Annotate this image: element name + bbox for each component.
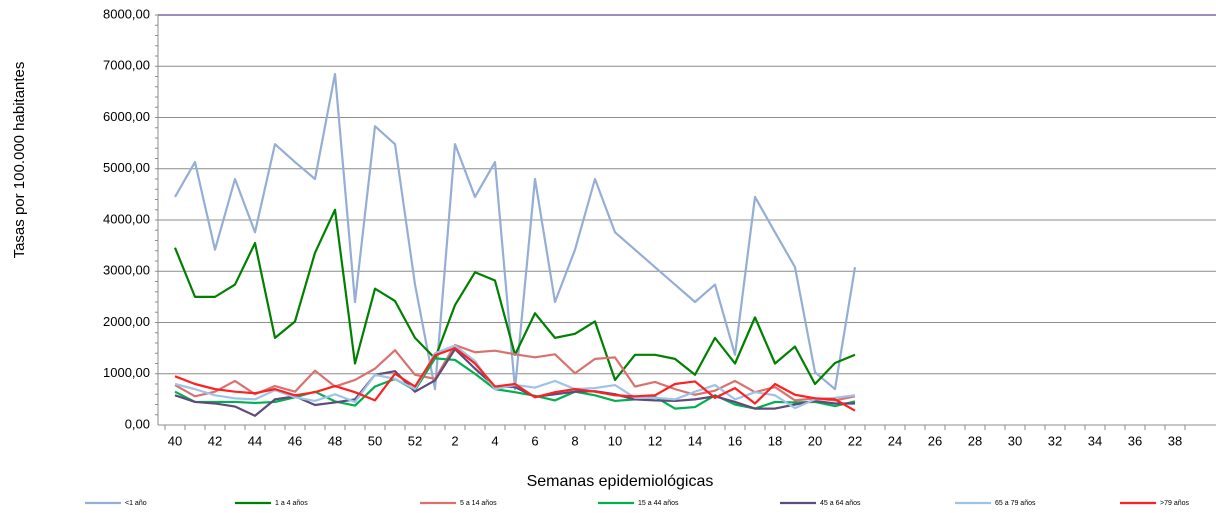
x-tick-label: 12: [648, 433, 662, 448]
x-tick-label: 28: [968, 433, 982, 448]
legend-label: <1 año: [125, 500, 147, 507]
x-tick-label: 22: [848, 433, 862, 448]
x-tick-label: 6: [531, 433, 538, 448]
x-tick-label: 36: [1128, 433, 1142, 448]
series-line: [174, 348, 855, 417]
series-line: [173, 208, 856, 386]
y-tick-label: 7000,00: [103, 58, 150, 73]
legend-label: 5 a 14 años: [460, 500, 497, 507]
x-tick-label: 18: [768, 433, 782, 448]
series-line: [174, 347, 856, 412]
x-tick-label: 20: [808, 433, 822, 448]
series-line: [174, 72, 857, 391]
legend-label: 1 a 4 años: [275, 500, 308, 507]
x-tick-label: 34: [1088, 433, 1102, 448]
x-tick-label: 52: [408, 433, 422, 448]
y-tick-label: 5000,00: [103, 160, 150, 175]
x-tick-label: 32: [1048, 433, 1062, 448]
legend-label: 65 a 79 años: [995, 500, 1036, 507]
y-tick-label: 1000,00: [103, 365, 150, 380]
y-tick-label: 8000,00: [103, 6, 150, 21]
y-tick-label: 2000,00: [103, 314, 150, 329]
x-tick-label: 30: [1008, 433, 1022, 448]
legend-label: 45 a 64 años: [820, 500, 861, 507]
y-tick-label: 3000,00: [103, 263, 150, 278]
x-tick-label: 38: [1168, 433, 1182, 448]
y-tick-label: 4000,00: [103, 211, 150, 226]
x-tick-label: 50: [368, 433, 382, 448]
x-tick-label: 2: [451, 433, 458, 448]
x-tick-label: 8: [571, 433, 578, 448]
x-tick-label: 16: [728, 433, 742, 448]
x-tick-label: 46: [288, 433, 302, 448]
x-tick-label: 44: [248, 433, 262, 448]
legend-label: 15 a 44 años: [638, 500, 679, 507]
legend-label: >79 años: [1160, 500, 1189, 507]
y-tick-label: 6000,00: [103, 109, 150, 124]
y-axis-label: Tasas por 100.000 habitantes: [11, 62, 28, 259]
x-tick-label: 48: [328, 433, 342, 448]
series-line: [174, 343, 856, 402]
x-tick-label: 24: [888, 433, 902, 448]
x-tick-label: 14: [688, 433, 702, 448]
x-tick-label: 10: [608, 433, 622, 448]
y-tick-label: 0,00: [125, 416, 150, 431]
x-tick-label: 40: [168, 433, 182, 448]
x-axis-label: Semanas epidemiológicas: [527, 473, 714, 490]
x-tick-label: 26: [928, 433, 942, 448]
x-tick-label: 4: [491, 433, 498, 448]
x-tick-label: 42: [208, 433, 222, 448]
series-line: [174, 357, 856, 410]
